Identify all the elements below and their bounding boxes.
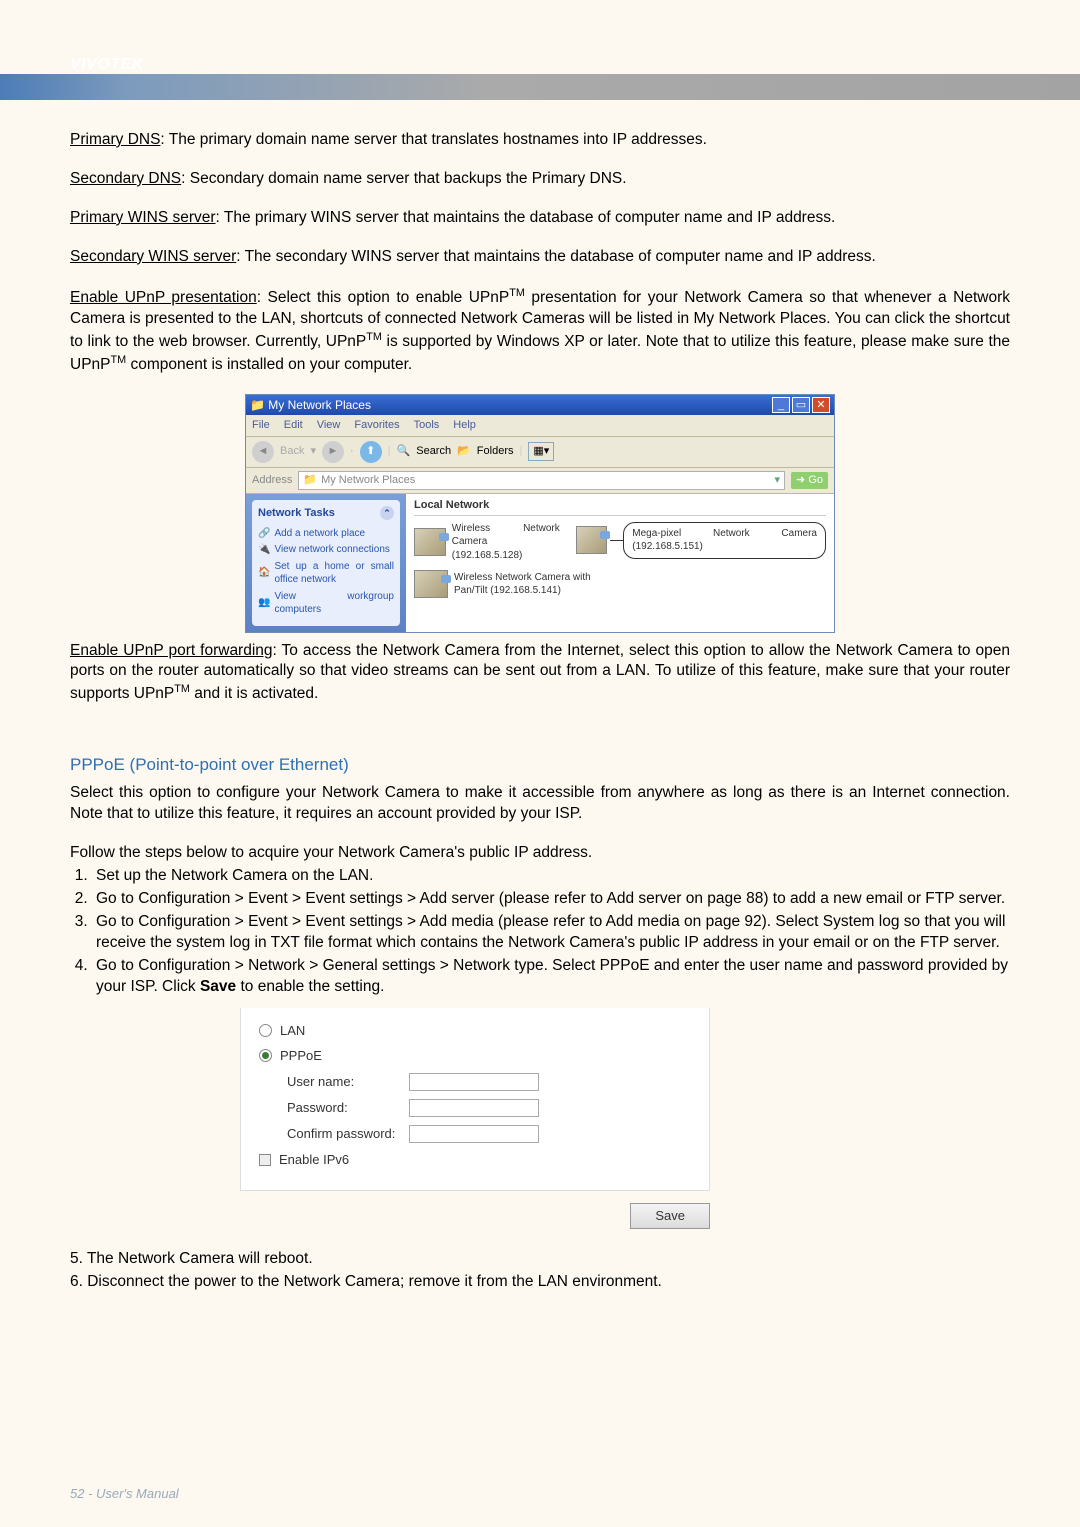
step-6: 6. Disconnect the power to the Network C…	[70, 1272, 1010, 1293]
local-network-heading: Local Network	[414, 498, 826, 516]
menu-file[interactable]: File	[252, 418, 270, 433]
camera-icon	[414, 528, 446, 556]
para-secondary-dns: Secondary DNS: Secondary domain name ser…	[70, 169, 1010, 190]
screenshot-my-network-places: 📁 My Network Places _ ▭ ✕ File Edit View…	[245, 394, 835, 633]
para-primary-dns: Primary DNS: The primary domain name ser…	[70, 130, 1010, 151]
lan-label: LAN	[280, 1022, 305, 1040]
steps-list: Set up the Network Camera on the LAN. Go…	[70, 866, 1010, 998]
para-primary-wins: Primary WINS server: The primary WINS se…	[70, 208, 1010, 229]
sidebar-item-setup-network[interactable]: 🏠 Set up a home or small office network	[258, 560, 394, 587]
address-field[interactable]: 📁 My Network Places▾	[298, 471, 785, 490]
callout-label: Mega-pixel Network Camera (192.168.5.151…	[623, 522, 826, 559]
step-3: Go to Configuration > Event > Event sett…	[92, 912, 1010, 954]
page-footer: 52 - User's Manual	[70, 1486, 179, 1501]
label-upnp-forwarding: Enable UPnP port forwarding	[70, 642, 273, 659]
checkbox-ipv6[interactable]	[259, 1154, 271, 1166]
minimize-icon[interactable]: _	[772, 397, 790, 413]
label-upnp-presentation: Enable UPnP presentation	[70, 289, 257, 306]
sidebar-item-view-connections[interactable]: 🔌 View network connections	[258, 543, 394, 557]
step-4: Go to Configuration > Network > General …	[92, 956, 1010, 998]
collapse-icon[interactable]: ⌃	[380, 506, 394, 520]
password-input[interactable]	[409, 1099, 539, 1117]
label-primary-dns: Primary DNS	[70, 131, 160, 148]
camera-item-1[interactable]: Wireless Network Camera(192.168.5.128)	[414, 522, 560, 563]
side-panel: Network Tasks ⌃ 🔗 Add a network place 🔌 V…	[246, 494, 406, 632]
ipv6-label: Enable IPv6	[279, 1151, 349, 1169]
step-1: Set up the Network Camera on the LAN.	[92, 866, 1010, 887]
folders-icon[interactable]: 📂	[457, 444, 471, 459]
radio-lan-row[interactable]: LAN	[259, 1022, 691, 1040]
camera-item-callout[interactable]: Mega-pixel Network Camera (192.168.5.151…	[576, 522, 826, 559]
para-upnp-presentation: Enable UPnP presentation: Select this op…	[70, 286, 1010, 376]
back-label: Back	[280, 444, 304, 459]
camera-icon	[576, 526, 608, 554]
save-button[interactable]: Save	[630, 1203, 710, 1229]
confirm-password-label: Confirm password:	[259, 1125, 409, 1143]
search-icon[interactable]: 🔍	[397, 444, 411, 459]
sidebar-item-workgroup[interactable]: 👥 View workgroup computers	[258, 590, 394, 617]
header-band	[0, 74, 1080, 100]
sidebar-item-add-place[interactable]: 🔗 Add a network place	[258, 527, 394, 541]
close-icon[interactable]: ✕	[812, 397, 830, 413]
window-titlebar: 📁 My Network Places _ ▭ ✕	[246, 395, 834, 415]
pppoe-label: PPPoE	[280, 1047, 322, 1065]
menu-favorites[interactable]: Favorites	[354, 418, 399, 433]
menu-edit[interactable]: Edit	[284, 418, 303, 433]
menu-view[interactable]: View	[317, 418, 341, 433]
folders-label: Folders	[477, 444, 514, 459]
back-icon[interactable]: ◄	[252, 441, 274, 463]
views-icon[interactable]: ▦▾	[528, 442, 554, 461]
radio-pppoe[interactable]	[259, 1049, 272, 1062]
para-secondary-wins: Secondary WINS server: The secondary WIN…	[70, 247, 1010, 268]
camera-icon	[414, 570, 448, 598]
password-label: Password:	[259, 1099, 409, 1117]
address-bar: Address 📁 My Network Places▾ ➜ Go	[246, 468, 834, 494]
window-menubar: File Edit View Favorites Tools Help	[246, 415, 834, 437]
maximize-icon[interactable]: ▭	[792, 397, 810, 413]
steps-intro: Follow the steps below to acquire your N…	[70, 843, 1010, 864]
step-2: Go to Configuration > Event > Event sett…	[92, 889, 1010, 910]
pppoe-intro: Select this option to configure your Net…	[70, 783, 1010, 825]
label-primary-wins: Primary WINS server	[70, 209, 216, 226]
network-type-form: LAN PPPoE User name: Password: Confirm p…	[240, 1008, 710, 1192]
label-secondary-dns: Secondary DNS	[70, 170, 181, 187]
brand-logo: VIVOTEK	[70, 52, 144, 73]
window-title: My Network Places	[268, 398, 371, 412]
para-upnp-forwarding: Enable UPnP port forwarding: To access t…	[70, 641, 1010, 706]
username-input[interactable]	[409, 1073, 539, 1091]
main-panel: Local Network Wireless Network Camera(19…	[406, 494, 834, 632]
checkbox-ipv6-row[interactable]: Enable IPv6	[259, 1151, 691, 1169]
camera-item-2[interactable]: Wireless Network Camera withPan/Tilt (19…	[414, 570, 591, 598]
confirm-password-input[interactable]	[409, 1125, 539, 1143]
document-body: Primary DNS: The primary domain name ser…	[70, 130, 1010, 1293]
radio-lan[interactable]	[259, 1024, 272, 1037]
menu-help[interactable]: Help	[453, 418, 476, 433]
radio-pppoe-row[interactable]: PPPoE	[259, 1047, 691, 1065]
address-label: Address	[252, 473, 292, 488]
go-button[interactable]: ➜ Go	[791, 472, 828, 489]
pppoe-heading: PPPoE (Point-to-point over Ethernet)	[70, 754, 1010, 777]
step-5: 5. The Network Camera will reboot.	[70, 1249, 1010, 1270]
window-toolbar: ◄ Back ▾ ► · ⬆ | 🔍 Search 📂 Folders | ▦▾	[246, 437, 834, 468]
search-label: Search	[416, 444, 451, 459]
menu-tools[interactable]: Tools	[414, 418, 440, 433]
forward-icon[interactable]: ►	[322, 441, 344, 463]
up-icon[interactable]: ⬆	[360, 441, 382, 463]
network-tasks-title: Network Tasks	[258, 506, 335, 521]
label-secondary-wins: Secondary WINS server	[70, 248, 236, 265]
username-label: User name:	[259, 1073, 409, 1091]
